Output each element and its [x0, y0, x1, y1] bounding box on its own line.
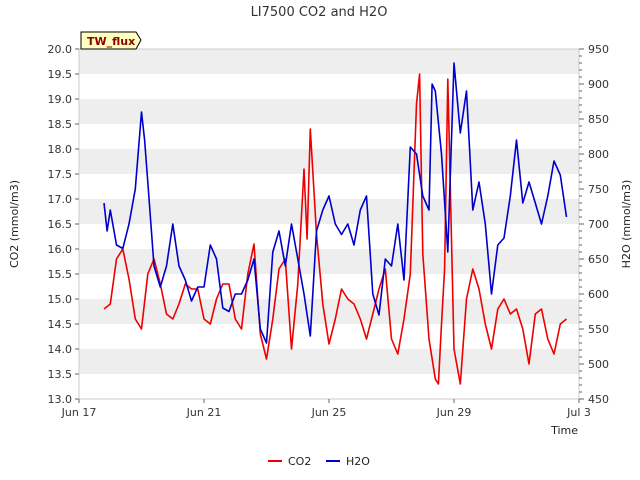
left-tick-label: 15.0 [48, 293, 73, 306]
right-tick-label: 500 [588, 358, 609, 371]
grid-band [79, 299, 579, 324]
left-tick-label: 13.0 [48, 393, 73, 406]
grid-band [79, 274, 579, 299]
left-tick-label: 17.5 [48, 168, 73, 181]
grid-band [79, 349, 579, 374]
left-tick-label: 14.5 [48, 318, 73, 331]
right-tick-label: 650 [588, 253, 609, 266]
legend-co2-label: CO2 [288, 455, 311, 468]
right-tick-label: 450 [588, 393, 609, 406]
x-axis-ticks: Jun 17 Jun 21 Jun 25 Jun 29 Jul 3 [61, 399, 591, 419]
x-tick-label: Jun 25 [311, 406, 347, 419]
right-tick-label: 600 [588, 288, 609, 301]
right-tick-label: 800 [588, 148, 609, 161]
x-tick-label: Jun 29 [436, 406, 472, 419]
left-tick-label: 19.5 [48, 68, 73, 81]
series-layer [103, 62, 568, 385]
grid-band [79, 174, 579, 199]
x-tick-label: Jul 3 [566, 406, 591, 419]
legend: CO2 H2O [268, 455, 370, 468]
right-tick-label: 850 [588, 113, 609, 126]
grid-band [79, 99, 579, 124]
grid-band [79, 49, 579, 74]
h2o-series-line [103, 62, 568, 344]
legend-h2o-label: H2O [346, 455, 370, 468]
site-label-box: TW_flux [80, 31, 142, 50]
grid-band [79, 74, 579, 99]
grid-band [79, 374, 579, 399]
grid-band [79, 224, 579, 249]
x-tick-label: Jun 17 [61, 406, 97, 419]
grid-band [79, 149, 579, 174]
left-tick-label: 16.5 [48, 218, 73, 231]
right-tick-label: 550 [588, 323, 609, 336]
left-axis-label: CO2 (mmol/m3) [8, 180, 21, 268]
grid-bands [79, 49, 579, 399]
grid-band [79, 199, 579, 224]
right-axis-label: H2O (mmol/m3) [620, 180, 633, 269]
chart-title: LI7500 CO2 and H2O [251, 5, 388, 20]
right-tick-label: 700 [588, 218, 609, 231]
right-axis-ticks: 450 500 550 600 650 700 750 800 850 900 950 [579, 43, 609, 406]
left-tick-label: 18.5 [48, 118, 73, 131]
x-axis-label: Time [550, 424, 578, 437]
left-tick-label: 15.5 [48, 268, 73, 281]
x-tick-label: Jun 21 [186, 406, 222, 419]
site-label-text: TW_flux [87, 35, 135, 48]
left-tick-label: 13.5 [48, 368, 73, 381]
right-tick-label: 750 [588, 183, 609, 196]
left-tick-label: 19.0 [48, 93, 73, 106]
left-tick-label: 16.0 [48, 243, 73, 256]
grid-band [79, 124, 579, 149]
site-label-background [80, 31, 142, 50]
left-tick-label: 20.0 [48, 43, 73, 56]
right-tick-label: 900 [588, 78, 609, 91]
left-tick-label: 18.0 [48, 143, 73, 156]
grid-band [79, 324, 579, 349]
right-tick-label: 950 [588, 43, 609, 56]
left-tick-label: 14.0 [48, 343, 73, 356]
left-tick-label: 17.0 [48, 193, 73, 206]
co2-series-line [103, 73, 568, 385]
left-axis-ticks: 13.0 13.5 14.0 14.5 15.0 15.5 16.0 16.5 17.0 17.5… [48, 43, 79, 406]
